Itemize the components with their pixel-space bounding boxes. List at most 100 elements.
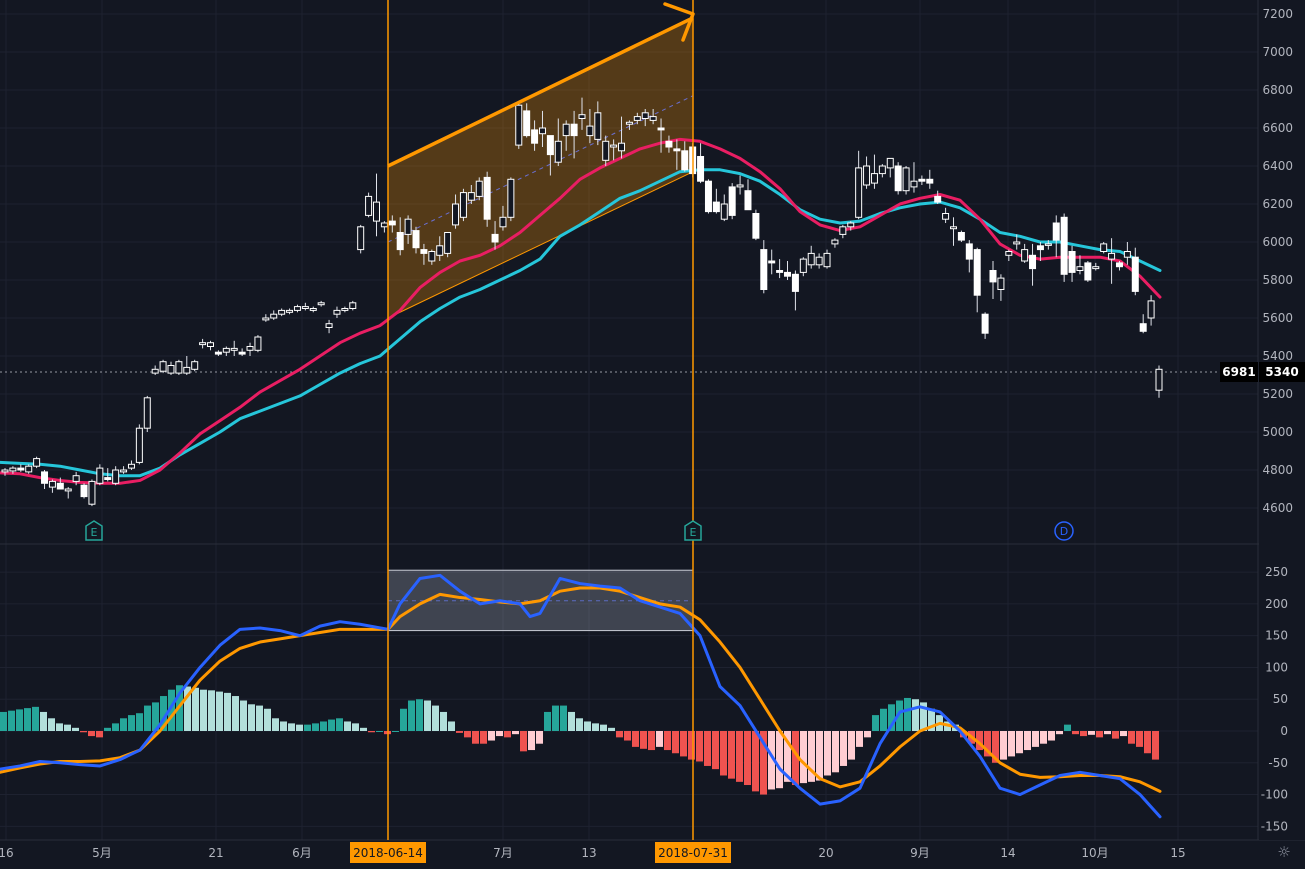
candle[interactable]	[1005, 249, 1013, 261]
candle[interactable]	[467, 185, 475, 204]
candle[interactable]	[831, 238, 839, 248]
candle[interactable]	[293, 304, 301, 313]
candle[interactable]	[483, 171, 491, 227]
candle[interactable]	[207, 340, 215, 351]
candle[interactable]	[1076, 255, 1084, 275]
candle[interactable]	[25, 464, 33, 474]
candle[interactable]	[712, 188, 720, 214]
candle[interactable]	[1084, 261, 1092, 282]
ema-fast-line[interactable]	[0, 137, 1162, 485]
candle[interactable]	[104, 468, 112, 482]
candle[interactable]	[1021, 243, 1029, 263]
candle[interactable]	[127, 460, 135, 471]
candle[interactable]	[610, 139, 618, 161]
candle[interactable]	[80, 483, 88, 499]
candle[interactable]	[799, 257, 807, 277]
candle[interactable]	[902, 166, 910, 195]
candle[interactable]	[989, 261, 997, 299]
candle[interactable]	[681, 141, 689, 172]
candle[interactable]	[452, 194, 460, 229]
candle[interactable]	[183, 356, 191, 375]
candle[interactable]	[17, 464, 25, 472]
candle[interactable]	[270, 310, 278, 320]
candle[interactable]	[246, 342, 254, 356]
settings-gear-icon[interactable]: ☼	[1277, 843, 1291, 861]
candle[interactable]	[499, 205, 507, 231]
candle[interactable]	[570, 110, 578, 159]
candle[interactable]	[697, 143, 705, 184]
candle[interactable]	[1092, 262, 1100, 271]
candle[interactable]	[380, 221, 388, 233]
candle[interactable]	[1139, 314, 1147, 334]
candle[interactable]	[412, 226, 420, 254]
dividend-marker-icon[interactable]	[1054, 521, 1074, 541]
candle[interactable]	[1123, 242, 1131, 265]
candle[interactable]	[546, 135, 554, 176]
signal-line[interactable]	[0, 586, 1162, 793]
ema-slow-line[interactable]	[0, 168, 1162, 478]
candle[interactable]	[459, 188, 467, 222]
candle[interactable]	[1100, 242, 1108, 254]
candle[interactable]	[475, 177, 483, 201]
candle[interactable]	[349, 300, 357, 311]
candle[interactable]	[847, 221, 855, 231]
candle[interactable]	[538, 110, 546, 147]
candle[interactable]	[301, 302, 309, 311]
channel-mid-line[interactable]	[387, 95, 694, 243]
candle[interactable]	[325, 319, 333, 334]
candle[interactable]	[214, 350, 222, 356]
candle[interactable]	[870, 154, 878, 189]
earnings-marker-icon[interactable]	[684, 520, 702, 541]
trend-arrow-line[interactable]	[387, 16, 694, 168]
candle[interactable]	[33, 456, 41, 469]
candle[interactable]	[839, 224, 847, 239]
candle[interactable]	[96, 464, 104, 486]
candle[interactable]	[341, 306, 349, 313]
candle[interactable]	[886, 157, 894, 178]
candle[interactable]	[791, 270, 799, 311]
candle[interactable]	[1060, 213, 1068, 282]
candle[interactable]	[372, 173, 380, 237]
candle[interactable]	[981, 312, 989, 339]
candle[interactable]	[238, 348, 246, 356]
candle[interactable]	[199, 338, 207, 349]
candle[interactable]	[1029, 243, 1037, 286]
candle[interactable]	[1, 468, 9, 476]
candle[interactable]	[910, 162, 918, 193]
candle[interactable]	[48, 479, 56, 493]
candle[interactable]	[56, 477, 64, 490]
candle[interactable]	[404, 215, 412, 244]
candle[interactable]	[1068, 245, 1076, 282]
candle[interactable]	[562, 120, 570, 151]
channel-lower-line[interactable]	[387, 171, 694, 319]
candle[interactable]	[531, 120, 539, 151]
candle[interactable]	[815, 253, 823, 269]
candle[interactable]	[175, 359, 183, 375]
candle[interactable]	[262, 314, 270, 322]
candle[interactable]	[1052, 215, 1060, 258]
candle[interactable]	[665, 135, 673, 153]
candle[interactable]	[64, 487, 72, 499]
candle[interactable]	[942, 207, 950, 223]
candle[interactable]	[784, 261, 792, 280]
candle[interactable]	[776, 259, 784, 279]
candle[interactable]	[863, 156, 871, 189]
candle[interactable]	[957, 230, 965, 242]
candle[interactable]	[594, 101, 602, 146]
candle[interactable]	[855, 150, 863, 220]
candle[interactable]	[657, 118, 665, 153]
candle[interactable]	[965, 240, 973, 273]
candle[interactable]	[159, 359, 167, 374]
candle[interactable]	[420, 243, 428, 265]
candle[interactable]	[823, 249, 831, 269]
candle[interactable]	[515, 103, 523, 149]
candle[interactable]	[1115, 261, 1123, 271]
candle[interactable]	[602, 135, 610, 166]
candle[interactable]	[807, 245, 815, 269]
candle[interactable]	[254, 335, 262, 353]
candle[interactable]	[728, 183, 736, 220]
candle[interactable]	[1131, 247, 1139, 296]
candle[interactable]	[396, 217, 404, 256]
candle[interactable]	[1044, 240, 1052, 250]
